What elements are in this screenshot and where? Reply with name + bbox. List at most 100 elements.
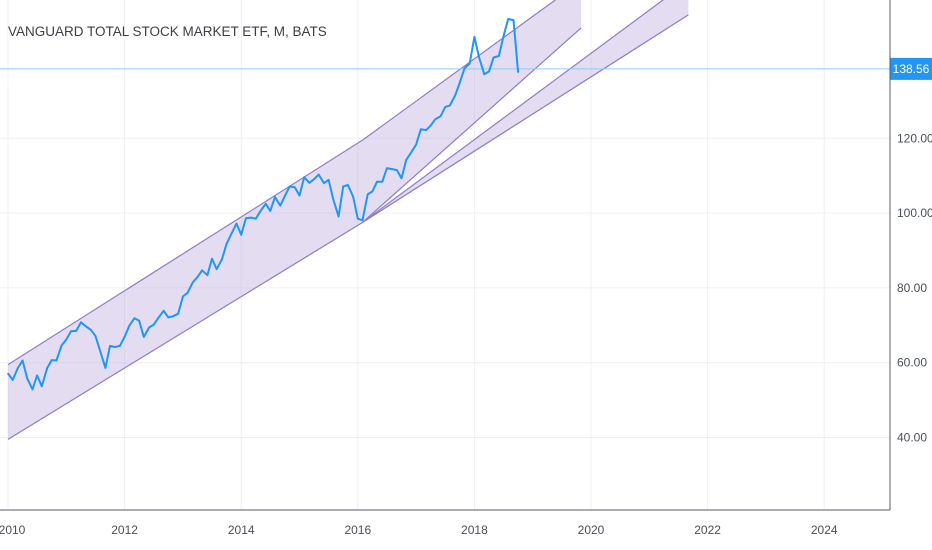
data-point bbox=[46, 367, 48, 370]
data-point bbox=[342, 185, 345, 188]
x-tick-label: 2018 bbox=[461, 523, 488, 537]
data-point bbox=[347, 184, 349, 186]
data-point bbox=[201, 269, 203, 272]
channel-lower-line-2 bbox=[362, 27, 582, 223]
data-point bbox=[390, 168, 393, 170]
current-price-badge bbox=[890, 57, 932, 80]
data-point bbox=[245, 217, 247, 220]
data-point bbox=[167, 316, 170, 319]
data-point bbox=[454, 94, 456, 97]
data-point bbox=[250, 216, 252, 219]
data-point bbox=[152, 323, 155, 326]
data-point bbox=[215, 268, 218, 271]
data-point bbox=[186, 291, 189, 294]
data-point bbox=[21, 359, 24, 362]
data-point bbox=[274, 196, 276, 198]
price-line-1 bbox=[7, 18, 520, 391]
data-point bbox=[332, 198, 335, 201]
data-point bbox=[50, 359, 53, 361]
x-tick-label: 2022 bbox=[694, 523, 721, 537]
data-point bbox=[7, 372, 9, 375]
data-point bbox=[352, 195, 354, 198]
data-point bbox=[294, 186, 296, 189]
data-point bbox=[400, 177, 403, 180]
y-tick-labels: 40.00 60.00 80.00 100.00 120.00 bbox=[897, 131, 932, 444]
data-point bbox=[444, 106, 447, 108]
data-point bbox=[84, 325, 87, 327]
data-point bbox=[376, 180, 378, 183]
data-point bbox=[17, 367, 19, 369]
data-point bbox=[434, 118, 437, 121]
data-point bbox=[221, 258, 223, 260]
data-point bbox=[235, 222, 238, 225]
data-point bbox=[123, 336, 126, 338]
data-point bbox=[317, 173, 320, 176]
x-tick-label: 2014 bbox=[228, 523, 255, 537]
channels bbox=[7, 0, 689, 440]
data-point bbox=[449, 104, 451, 107]
price-series bbox=[7, 18, 520, 391]
data-point bbox=[119, 345, 121, 347]
data-point bbox=[264, 202, 267, 205]
data-point bbox=[323, 182, 325, 184]
data-point bbox=[327, 179, 330, 181]
data-point bbox=[70, 330, 72, 333]
chart-title: VANGUARD TOTAL STOCK MARKET ETF, M, BATS bbox=[8, 24, 327, 39]
grid bbox=[0, 0, 890, 510]
data-point bbox=[410, 151, 413, 153]
data-point bbox=[11, 379, 14, 381]
current-price-line-group: 138.56 bbox=[0, 57, 932, 80]
data-point bbox=[463, 67, 466, 70]
data-point bbox=[89, 328, 92, 331]
data-point bbox=[337, 215, 340, 218]
data-point bbox=[80, 321, 82, 324]
data-point bbox=[225, 242, 228, 245]
x-tick-label: 2024 bbox=[811, 523, 838, 537]
data-point bbox=[26, 377, 29, 380]
data-point bbox=[478, 56, 480, 59]
data-point bbox=[468, 62, 471, 65]
data-point bbox=[303, 176, 305, 178]
data-point bbox=[517, 71, 519, 73]
data-point bbox=[148, 326, 150, 329]
data-point bbox=[419, 128, 422, 131]
data-point bbox=[133, 317, 136, 319]
channel-upper-line-2 bbox=[362, 0, 557, 141]
data-point bbox=[177, 312, 180, 315]
y-tick-label: 80.00 bbox=[897, 281, 927, 295]
x-tick-labels: 2010 2012 2014 2016 2018 2020 2022 2024 bbox=[0, 523, 838, 537]
data-point bbox=[104, 367, 107, 369]
data-point bbox=[172, 315, 174, 318]
data-point bbox=[473, 36, 476, 38]
data-point bbox=[31, 388, 34, 391]
data-point bbox=[99, 349, 101, 352]
data-point bbox=[386, 167, 388, 170]
x-tick-label: 2012 bbox=[111, 523, 138, 537]
data-point bbox=[94, 334, 97, 337]
data-point bbox=[498, 55, 500, 57]
channel-fill-2 bbox=[362, 0, 582, 223]
data-point bbox=[483, 73, 486, 76]
data-point bbox=[357, 217, 359, 220]
data-point bbox=[381, 180, 384, 183]
data-point bbox=[182, 295, 184, 298]
x-tick-label: 2020 bbox=[578, 523, 605, 537]
data-point bbox=[284, 195, 286, 197]
data-point bbox=[75, 330, 78, 332]
data-point bbox=[138, 320, 140, 322]
data-point bbox=[157, 317, 160, 319]
data-point bbox=[113, 346, 116, 348]
data-point bbox=[371, 190, 374, 193]
data-point bbox=[439, 115, 442, 118]
channel-lower-line-3 bbox=[362, 14, 689, 223]
current-price-label: 138.56 bbox=[893, 62, 930, 76]
axes bbox=[0, 0, 891, 511]
data-point bbox=[366, 193, 369, 196]
data-point bbox=[254, 217, 257, 220]
y-tick-label: 100.00 bbox=[897, 206, 932, 220]
channel-upper-line-3 bbox=[362, 0, 664, 223]
data-point bbox=[55, 359, 58, 362]
data-point bbox=[41, 385, 43, 388]
